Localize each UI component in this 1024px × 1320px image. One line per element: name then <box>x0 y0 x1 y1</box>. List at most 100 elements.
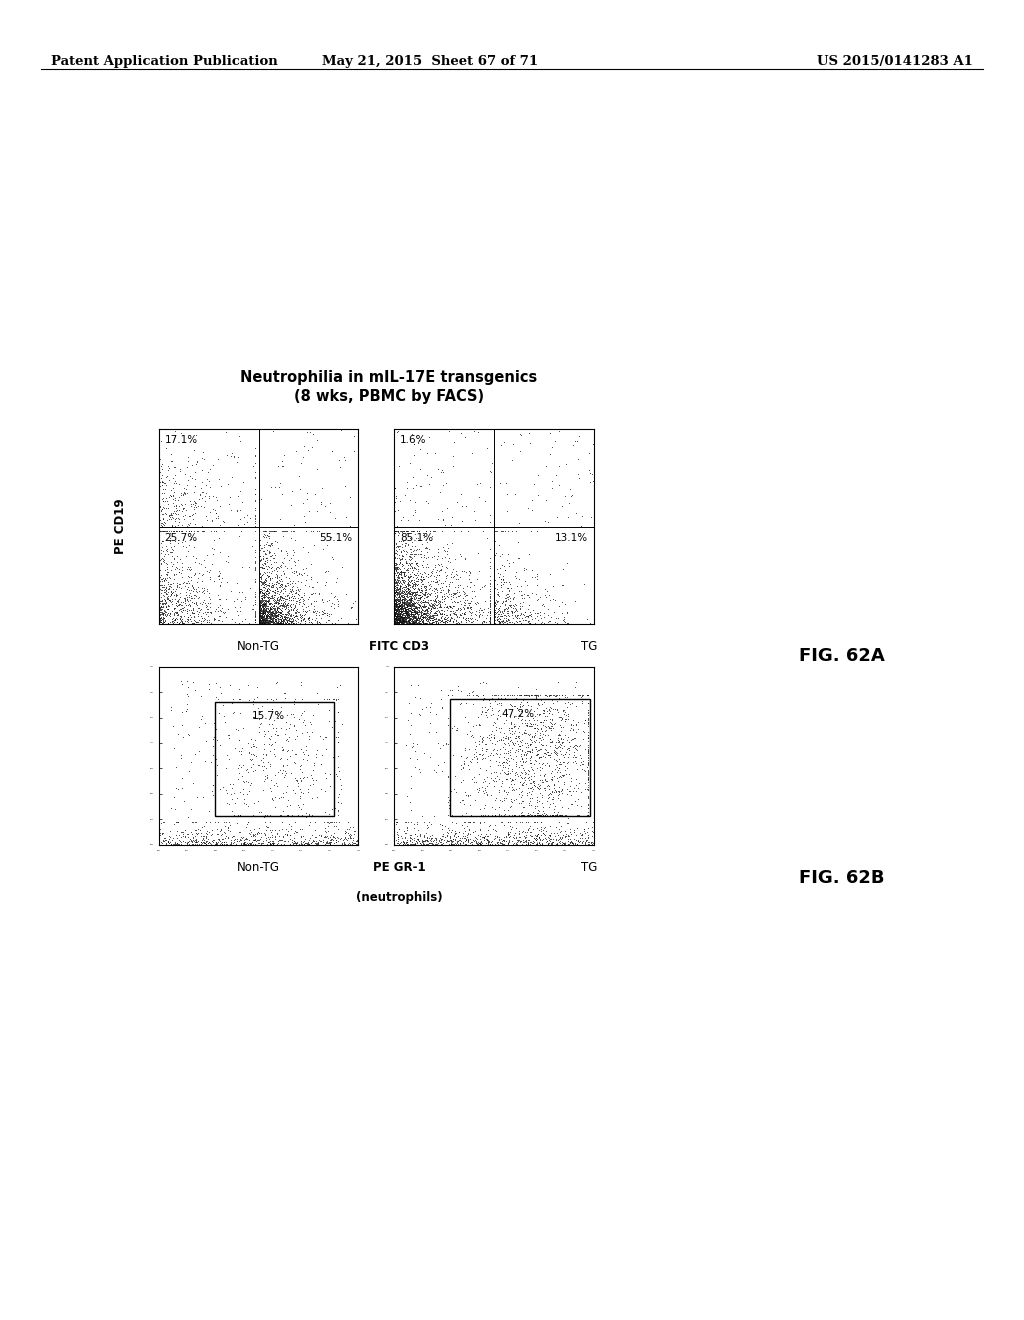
Point <box>324 810 340 832</box>
Point <box>166 813 182 834</box>
Point <box>201 516 217 537</box>
Point <box>286 690 302 711</box>
Point <box>257 612 273 634</box>
Point <box>456 603 472 624</box>
Point <box>258 606 274 627</box>
Point <box>297 603 313 624</box>
Point <box>232 834 249 855</box>
Point <box>389 566 406 587</box>
Point <box>244 516 260 537</box>
Point <box>271 577 288 598</box>
Point <box>501 826 517 847</box>
Point <box>568 752 585 774</box>
Point <box>536 612 552 634</box>
Point <box>388 611 404 632</box>
Point <box>252 614 268 635</box>
Point <box>251 574 267 595</box>
Point <box>164 830 180 851</box>
Point <box>439 579 456 601</box>
Point <box>457 830 473 851</box>
Point <box>423 597 439 618</box>
Point <box>154 579 170 601</box>
Point <box>204 781 220 803</box>
Point <box>464 444 480 465</box>
Point <box>183 830 200 851</box>
Point <box>585 810 601 832</box>
Point <box>287 594 303 615</box>
Point <box>198 833 214 854</box>
Point <box>486 789 503 810</box>
Point <box>452 828 468 849</box>
Point <box>397 583 414 605</box>
Point <box>393 609 410 630</box>
Point <box>390 524 407 545</box>
Point <box>258 603 274 624</box>
Point <box>164 506 180 527</box>
Point <box>415 607 431 628</box>
Point <box>160 612 176 634</box>
Point <box>178 516 195 537</box>
Point <box>251 605 267 626</box>
Point <box>154 499 170 520</box>
Point <box>255 595 271 616</box>
Point <box>487 685 504 706</box>
Point <box>283 557 299 578</box>
Point <box>402 548 419 569</box>
Point <box>247 581 263 602</box>
Point <box>419 599 435 620</box>
Point <box>418 697 434 718</box>
Point <box>462 810 478 832</box>
Point <box>426 520 442 541</box>
Point <box>178 586 195 607</box>
Point <box>254 609 270 630</box>
Point <box>520 496 537 517</box>
Point <box>481 556 498 577</box>
Point <box>449 606 465 627</box>
Point <box>483 705 500 726</box>
Point <box>429 610 445 631</box>
Point <box>176 576 193 597</box>
Point <box>398 585 415 606</box>
Point <box>387 607 403 628</box>
Point <box>257 723 273 744</box>
Point <box>391 593 408 614</box>
Point <box>403 599 420 620</box>
Point <box>184 577 201 598</box>
Point <box>392 601 409 622</box>
Point <box>386 543 402 564</box>
Point <box>415 516 431 537</box>
Point <box>406 557 422 578</box>
Point <box>493 606 509 627</box>
Point <box>183 602 200 623</box>
Point <box>388 598 404 619</box>
Point <box>394 568 411 589</box>
Point <box>255 583 271 605</box>
Point <box>153 610 169 631</box>
Point <box>483 686 500 708</box>
Point <box>580 768 596 789</box>
Point <box>512 771 528 792</box>
Point <box>290 578 306 599</box>
Point <box>432 560 449 581</box>
Point <box>500 822 516 843</box>
Point <box>490 611 507 632</box>
Point <box>169 577 185 598</box>
Point <box>546 748 562 770</box>
Point <box>161 486 177 507</box>
Point <box>392 564 409 585</box>
Point <box>237 507 253 528</box>
Point <box>170 591 186 612</box>
Point <box>428 602 444 623</box>
Point <box>402 579 419 601</box>
Point <box>255 601 271 622</box>
Point <box>413 609 429 630</box>
Point <box>342 515 358 536</box>
Point <box>330 594 346 615</box>
Point <box>189 603 206 624</box>
Point <box>549 685 565 706</box>
Point <box>425 611 441 632</box>
Point <box>152 553 168 574</box>
Point <box>423 576 439 597</box>
Point <box>152 516 168 537</box>
Point <box>401 453 418 474</box>
